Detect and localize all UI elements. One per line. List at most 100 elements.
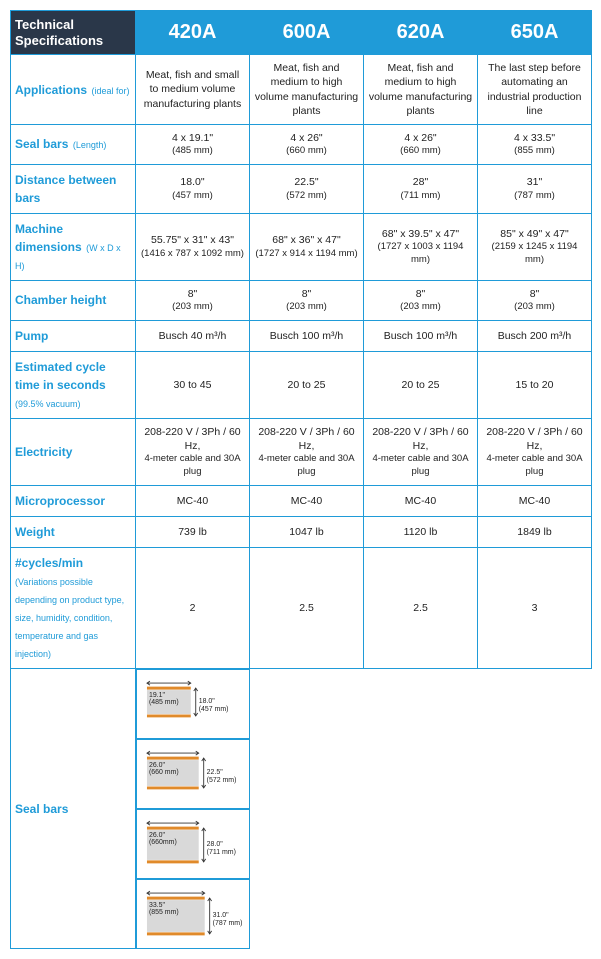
row-label-main: Machine dimensions — [15, 222, 82, 254]
data-cell: 4 x 26"(660 mm) — [250, 124, 364, 164]
data-cell: 8"(203 mm) — [250, 280, 364, 320]
cell-primary: 208-220 V / 3Ph / 60 Hz, — [482, 425, 587, 453]
cell-secondary: (485 mm) — [140, 145, 245, 158]
row-label: Microprocessor — [11, 485, 136, 516]
row-label-main: Seal bars — [15, 137, 68, 151]
row-label: Seal bars — [11, 668, 136, 949]
cell-primary: 2.5 — [254, 601, 359, 615]
data-cell: 55.75" x 31" x 43"(1416 x 787 x 1092 mm) — [136, 213, 250, 280]
cell-secondary: 4-meter cable and 30A plug — [140, 453, 245, 479]
cell-primary: MC-40 — [482, 494, 587, 508]
table-row: Pump Busch 40 m³/h Busch 100 m³/h Busch 100… — [11, 320, 592, 351]
cell-primary: Busch 100 m³/h — [368, 329, 473, 343]
data-cell: 3 — [478, 547, 592, 668]
cell-primary: 4 x 26" — [368, 131, 473, 145]
data-cell: 28"(711 mm) — [364, 164, 478, 213]
cell-primary: 2.5 — [368, 601, 473, 615]
row-label-main: Distance between bars — [15, 173, 116, 205]
data-cell: 31"(787 mm) — [478, 164, 592, 213]
svg-text:26.0": 26.0" — [149, 832, 166, 839]
data-cell: 8"(203 mm) — [364, 280, 478, 320]
data-cell: MC-40 — [478, 485, 592, 516]
cell-primary: 22.5" — [254, 175, 359, 189]
data-cell: The last step before automating an indus… — [478, 55, 592, 125]
row-label-sub: (ideal for) — [91, 86, 129, 96]
data-cell: 2.5 — [250, 547, 364, 668]
svg-text:(457 mm): (457 mm) — [199, 706, 229, 713]
cell-secondary: (787 mm) — [482, 190, 587, 203]
table-row: Chamber height8"(203 mm)8"(203 mm)8"(203… — [11, 280, 592, 320]
data-cell: Busch 40 m³/h — [136, 320, 250, 351]
cell-primary: 28" — [368, 175, 473, 189]
cell-primary: The last step before automating an indus… — [482, 61, 587, 118]
svg-text:28.0": 28.0" — [207, 841, 224, 848]
cell-secondary: (711 mm) — [368, 190, 473, 203]
svg-text:(855 mm): (855 mm) — [149, 909, 179, 916]
svg-text:(660mm): (660mm) — [149, 839, 177, 846]
svg-text:31.0": 31.0" — [213, 912, 230, 919]
table-row: Distance between bars18.0"(457 mm)22.5"(… — [11, 164, 592, 213]
data-cell: 15 to 20 — [478, 351, 592, 418]
data-cell: MC-40 — [136, 485, 250, 516]
row-label-main: #cycles/min — [15, 556, 83, 570]
cell-secondary: (203 mm) — [482, 301, 587, 314]
data-cell: 2.5 — [364, 547, 478, 668]
cell-secondary: 4-meter cable and 30A plug — [254, 453, 359, 479]
cell-secondary: (572 mm) — [254, 190, 359, 203]
cell-primary: 8" — [140, 287, 245, 301]
row-label-main: Pump — [15, 329, 48, 343]
sealbar-svg: 26.0" (660mm) 28.0" (711 mm) — [141, 816, 245, 872]
table-row: MicroprocessorMC-40MC-40MC-40MC-40 — [11, 485, 592, 516]
cell-primary: 31" — [482, 175, 587, 189]
row-label: Machine dimensions (W x D x H) — [11, 213, 136, 280]
sealbar-diagram: 19.1" (485 mm) 18.0" (457 mm) — [136, 669, 250, 739]
row-label-main: Chamber height — [15, 293, 106, 307]
cell-primary: 3 — [482, 601, 587, 615]
data-cell: 4 x 19.1"(485 mm) — [136, 124, 250, 164]
data-cell: 85" x 49" x 47"(2159 x 1245 x 1194 mm) — [478, 213, 592, 280]
row-label-sub: (Variations possible depending on produc… — [15, 577, 124, 659]
data-cell: 208-220 V / 3Ph / 60 Hz,4-meter cable an… — [250, 418, 364, 485]
table-row: #cycles/min (Variations possible dependi… — [11, 547, 592, 668]
data-cell: 1047 lb — [250, 516, 364, 547]
cell-primary: 15 to 20 — [482, 378, 587, 392]
cell-primary: MC-40 — [254, 494, 359, 508]
cell-secondary: (2159 x 1245 x 1194 mm) — [482, 241, 587, 267]
data-cell: Meat, fish and medium to high volume man… — [250, 55, 364, 125]
cell-secondary: (203 mm) — [368, 301, 473, 314]
cell-primary: 739 lb — [140, 525, 245, 539]
data-cell: 20 to 25 — [364, 351, 478, 418]
cell-primary: 68" x 36" x 47" — [254, 233, 359, 247]
svg-text:(572 mm): (572 mm) — [207, 777, 237, 784]
data-cell: 20 to 25 — [250, 351, 364, 418]
svg-text:(485 mm): (485 mm) — [149, 699, 179, 706]
model-header: 420A — [136, 11, 250, 55]
cell-primary: Busch 100 m³/h — [254, 329, 359, 343]
svg-text:(660 mm): (660 mm) — [149, 769, 179, 776]
cell-secondary: (1727 x 914 x 1194 mm) — [254, 248, 359, 261]
data-cell: MC-40 — [250, 485, 364, 516]
cell-secondary: (1416 x 787 x 1092 mm) — [140, 248, 245, 261]
data-cell: Meat, fish and medium to high volume man… — [364, 55, 478, 125]
cell-primary: 4 x 26" — [254, 131, 359, 145]
row-label: Electricity — [11, 418, 136, 485]
cell-primary: 1047 lb — [254, 525, 359, 539]
cell-secondary: (660 mm) — [368, 145, 473, 158]
sealbar-diagram: 33.5" (855 mm) 31.0" (787 mm) — [136, 879, 250, 949]
data-cell: 8"(203 mm) — [136, 280, 250, 320]
model-header: 620A — [364, 11, 478, 55]
cell-primary: Meat, fish and medium to high volume man… — [368, 61, 473, 118]
row-label: Seal bars (Length) — [11, 124, 136, 164]
row-label-main: Weight — [15, 525, 55, 539]
data-cell: Meat, fish and small to medium volume ma… — [136, 55, 250, 125]
data-cell: 208-220 V / 3Ph / 60 Hz,4-meter cable an… — [136, 418, 250, 485]
sealbar-diagram: 26.0" (660 mm) 22.5" (572 mm) — [136, 739, 250, 809]
cell-primary: 55.75" x 31" x 43" — [140, 233, 245, 247]
cell-secondary: (457 mm) — [140, 190, 245, 203]
cell-primary: Meat, fish and small to medium volume ma… — [140, 68, 245, 111]
data-cell: 30 to 45 — [136, 351, 250, 418]
table-body: Applications (ideal for)Meat, fish and s… — [11, 55, 592, 949]
table-row: Seal bars (Length)4 x 19.1"(485 mm)4 x 2… — [11, 124, 592, 164]
table-row: Electricity208-220 V / 3Ph / 60 Hz,4-met… — [11, 418, 592, 485]
table-head: Technical Specifications 420A 600A 620A … — [11, 11, 592, 55]
